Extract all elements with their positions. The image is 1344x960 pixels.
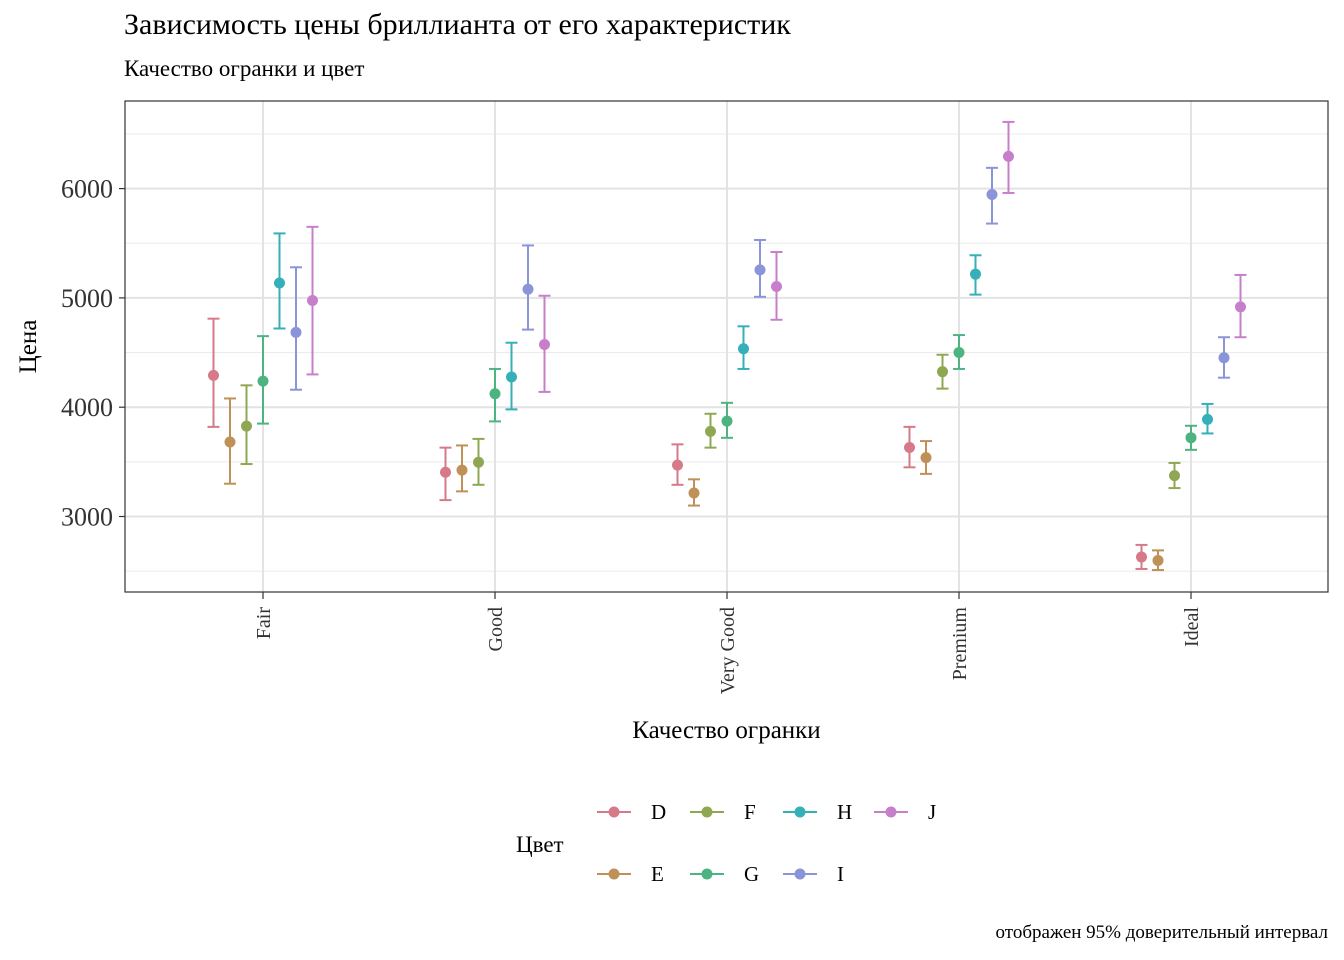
legend-key-point xyxy=(701,806,713,818)
x-axis: Fair Good Very Good Premium Ideal xyxy=(253,592,1203,694)
series-I xyxy=(290,166,1230,391)
x-tick-label: Very Good xyxy=(717,607,739,694)
data-point xyxy=(754,264,766,276)
series-F xyxy=(240,353,1181,490)
x-tick-label: Good xyxy=(485,607,507,651)
legend-key-point xyxy=(794,806,806,818)
x-tick-label: Fair xyxy=(253,607,275,640)
legend-item-I: I xyxy=(783,862,844,886)
data-point xyxy=(473,456,484,468)
data-point xyxy=(970,268,981,280)
data-point xyxy=(688,487,700,499)
legend-item-G: G xyxy=(690,862,759,886)
data-point xyxy=(1218,352,1230,364)
data-point xyxy=(904,442,915,454)
x-axis-title: Качество огранки xyxy=(632,717,820,744)
data-point xyxy=(440,466,451,478)
data-point xyxy=(307,295,318,307)
legend-label: H xyxy=(837,800,852,824)
series-E xyxy=(224,397,1164,572)
legend: Цвет D E F G H I J xyxy=(516,800,936,886)
y-tick-label: 6000 xyxy=(61,175,113,204)
data-point xyxy=(705,425,716,437)
chart-subtitle: Качество огранки и цвет xyxy=(124,56,365,81)
legend-label: I xyxy=(837,862,844,886)
legend-label: J xyxy=(928,800,936,824)
y-tick-label: 3000 xyxy=(61,503,113,532)
data-point xyxy=(224,436,236,448)
series-H xyxy=(273,232,1214,435)
legend-label: D xyxy=(651,800,666,824)
legend-key-point xyxy=(794,868,806,880)
legend-title: Цвет xyxy=(516,832,564,857)
chart-title: Зависимость цены бриллианта от его харак… xyxy=(124,8,791,41)
data-point xyxy=(986,189,998,201)
x-tick-label: Premium xyxy=(949,607,971,681)
legend-key-point xyxy=(608,868,620,880)
legend-key-point xyxy=(608,806,620,818)
data-point xyxy=(920,452,932,464)
data-point xyxy=(257,375,269,387)
x-tick-label: Ideal xyxy=(1181,607,1203,647)
legend-item-D: D xyxy=(597,800,666,824)
y-tick-label: 5000 xyxy=(61,284,113,313)
y-axis-title: Цена xyxy=(15,320,42,374)
legend-item-J: J xyxy=(874,800,936,824)
data-point xyxy=(539,338,550,350)
series-J xyxy=(306,120,1247,393)
data-point xyxy=(290,326,302,338)
data-point xyxy=(489,388,501,400)
legend-label: E xyxy=(651,862,664,886)
data-point xyxy=(1185,432,1197,444)
data-point xyxy=(274,277,285,289)
data-point xyxy=(937,366,948,378)
legend-label: F xyxy=(744,800,756,824)
legend-key-point xyxy=(885,806,897,818)
data-point xyxy=(721,415,733,427)
data-point xyxy=(1003,150,1014,162)
data-point xyxy=(506,371,517,383)
data-point xyxy=(208,369,219,381)
series-D xyxy=(207,317,1148,570)
legend-key-point xyxy=(701,868,713,880)
data-point xyxy=(953,346,965,358)
chart-caption: отображен 95% доверительный интервал xyxy=(995,922,1328,943)
legend-label: G xyxy=(744,862,759,886)
data-point xyxy=(771,281,782,293)
data-point xyxy=(738,343,749,355)
data-point xyxy=(522,283,534,295)
legend-item-E: E xyxy=(597,862,664,886)
legend-item-F: F xyxy=(690,800,756,824)
data-point xyxy=(241,420,252,432)
y-axis: 3000 4000 5000 6000 xyxy=(61,175,125,532)
y-tick-label: 4000 xyxy=(61,393,113,422)
data-point xyxy=(1169,470,1180,482)
series-G xyxy=(257,334,1197,451)
legend-item-H: H xyxy=(783,800,852,824)
data-point xyxy=(1235,301,1246,313)
data-point xyxy=(672,459,683,471)
data-point xyxy=(456,464,468,476)
data-point xyxy=(1136,551,1147,563)
data-point xyxy=(1202,413,1213,425)
data-point xyxy=(1152,554,1164,566)
